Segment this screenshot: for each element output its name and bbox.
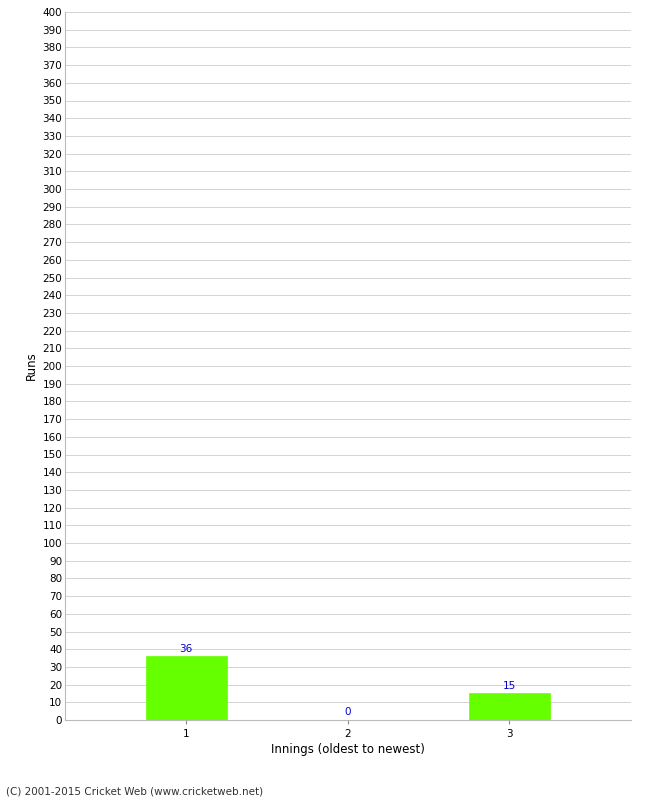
Text: (C) 2001-2015 Cricket Web (www.cricketweb.net): (C) 2001-2015 Cricket Web (www.cricketwe… — [6, 786, 264, 796]
Bar — [469, 694, 550, 720]
Text: 36: 36 — [179, 644, 193, 654]
Bar — [146, 656, 227, 720]
Text: 0: 0 — [344, 707, 351, 718]
Text: 15: 15 — [502, 681, 516, 690]
X-axis label: Innings (oldest to newest): Innings (oldest to newest) — [271, 743, 424, 756]
Y-axis label: Runs: Runs — [25, 352, 38, 380]
